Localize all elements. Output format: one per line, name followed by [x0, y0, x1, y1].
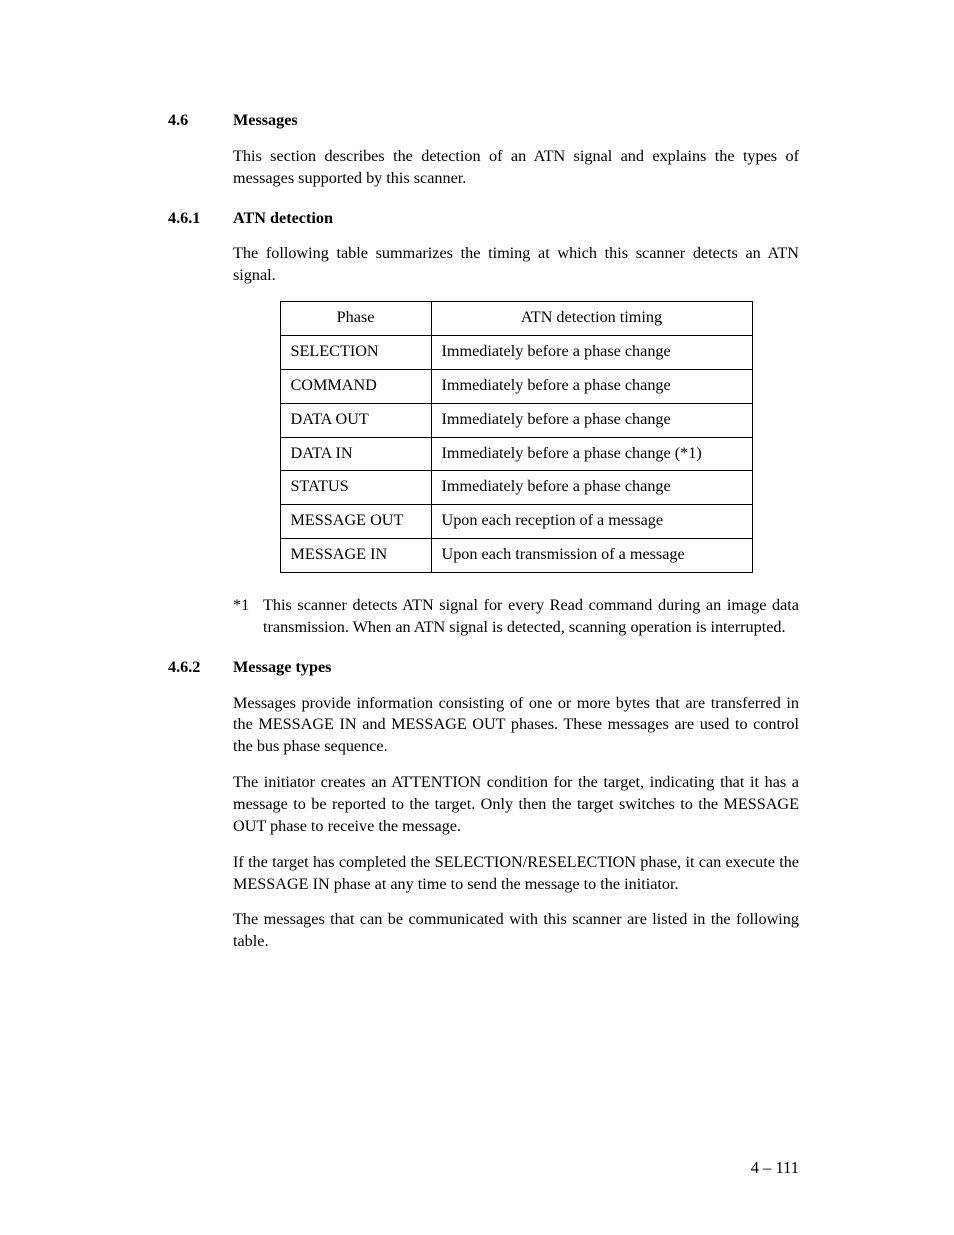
section-4-6-2-p4: The messages that can be communicated wi… — [233, 909, 799, 953]
cell-phase: SELECTION — [280, 336, 431, 370]
section-number: 4.6 — [168, 110, 233, 132]
cell-phase: STATUS — [280, 471, 431, 505]
table-header-phase: Phase — [280, 302, 431, 336]
cell-phase: MESSAGE OUT — [280, 505, 431, 539]
cell-phase: DATA IN — [280, 437, 431, 471]
section-4-6-2-heading: 4.6.2 Message types — [168, 657, 799, 679]
table-row: DATA OUT Immediately before a phase chan… — [280, 403, 752, 437]
table-header-row: Phase ATN detection timing — [280, 302, 752, 336]
section-number: 4.6.1 — [168, 208, 233, 230]
cell-phase: DATA OUT — [280, 403, 431, 437]
table-row: SELECTION Immediately before a phase cha… — [280, 336, 752, 370]
cell-timing: Upon each transmission of a message — [431, 539, 752, 573]
atn-table-wrap: Phase ATN detection timing SELECTION Imm… — [233, 301, 799, 573]
atn-detection-table: Phase ATN detection timing SELECTION Imm… — [280, 301, 753, 573]
table-row: MESSAGE OUT Upon each reception of a mes… — [280, 505, 752, 539]
page-number: 4 – 111 — [751, 1157, 799, 1179]
cell-timing: Immediately before a phase change — [431, 369, 752, 403]
cell-phase: MESSAGE IN — [280, 539, 431, 573]
section-4-6-2-p2: The initiator creates an ATTENTION condi… — [233, 772, 799, 838]
section-4-6-body: This section describes the detection of … — [233, 146, 799, 190]
cell-timing: Upon each reception of a message — [431, 505, 752, 539]
cell-timing: Immediately before a phase change — [431, 403, 752, 437]
cell-timing: Immediately before a phase change (*1) — [431, 437, 752, 471]
section-title: Message types — [233, 657, 331, 679]
section-4-6-2-body: Messages provide information consisting … — [233, 693, 799, 954]
table-header-timing: ATN detection timing — [431, 302, 752, 336]
cell-phase: COMMAND — [280, 369, 431, 403]
section-4-6-2-p3: If the target has completed the SELECTIO… — [233, 852, 799, 896]
section-title: ATN detection — [233, 208, 333, 230]
section-4-6-1-intro: The following table summarizes the timin… — [233, 243, 799, 287]
section-4-6-1-heading: 4.6.1 ATN detection — [168, 208, 799, 230]
footnote-text: This scanner detects ATN signal for ever… — [263, 595, 799, 639]
section-4-6-2-p1: Messages provide information consisting … — [233, 693, 799, 759]
table-row: STATUS Immediately before a phase change — [280, 471, 752, 505]
cell-timing: Immediately before a phase change — [431, 336, 752, 370]
footnote-marker: *1 — [233, 595, 263, 639]
page: 4.6 Messages This section describes the … — [0, 0, 954, 1235]
table-row: MESSAGE IN Upon each transmission of a m… — [280, 539, 752, 573]
section-title: Messages — [233, 110, 298, 132]
section-4-6-heading: 4.6 Messages — [168, 110, 799, 132]
section-number: 4.6.2 — [168, 657, 233, 679]
cell-timing: Immediately before a phase change — [431, 471, 752, 505]
section-4-6-intro: This section describes the detection of … — [233, 146, 799, 190]
table-row: DATA IN Immediately before a phase chang… — [280, 437, 752, 471]
table-row: COMMAND Immediately before a phase chang… — [280, 369, 752, 403]
section-4-6-1-body: The following table summarizes the timin… — [233, 243, 799, 638]
footnote-1: *1 This scanner detects ATN signal for e… — [233, 595, 799, 639]
